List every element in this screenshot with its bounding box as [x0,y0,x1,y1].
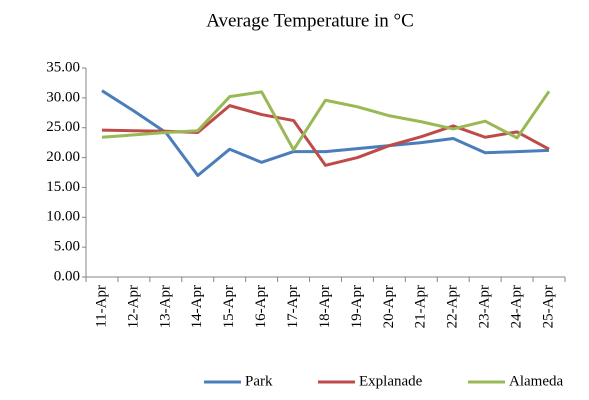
y-tick-label: 0.00 [54,268,80,284]
x-tick-label: 14-Apr [189,285,205,328]
x-tick-label: 24-Apr [509,285,525,328]
y-tick-label: 15.00 [46,179,80,195]
x-tick-label: 23-Apr [477,285,493,328]
legend-label: Park [245,373,273,389]
legend-label: Explanade [359,373,423,389]
x-tick-label: 16-Apr [253,285,269,328]
series-line [101,90,551,152]
y-tick-label: 20.00 [46,149,80,165]
series-line [101,89,550,177]
x-tick-label: 12-Apr [125,285,141,328]
y-tick-label: 10.00 [46,209,80,225]
x-tick-label: 15-Apr [221,285,237,328]
x-tick-label: 25-Apr [540,285,556,328]
x-tick-label: 13-Apr [157,285,173,328]
x-tick-label: 21-Apr [413,285,429,328]
chart-title: Average Temperature in °C [206,10,414,31]
y-tick-label: 30.00 [46,89,80,105]
x-tick-label: 17-Apr [285,285,301,328]
y-tick-label: 35.00 [46,59,80,75]
legend-label: Alameda [509,373,563,389]
x-tick-label: 19-Apr [349,285,365,328]
y-tick-label: 25.00 [46,119,80,135]
x-tick-label: 20-Apr [381,285,397,328]
x-tick-label: 18-Apr [317,285,333,328]
y-tick-label: 5.00 [54,239,80,255]
x-tick-label: 22-Apr [445,285,461,328]
x-tick-label: 11-Apr [93,285,109,328]
